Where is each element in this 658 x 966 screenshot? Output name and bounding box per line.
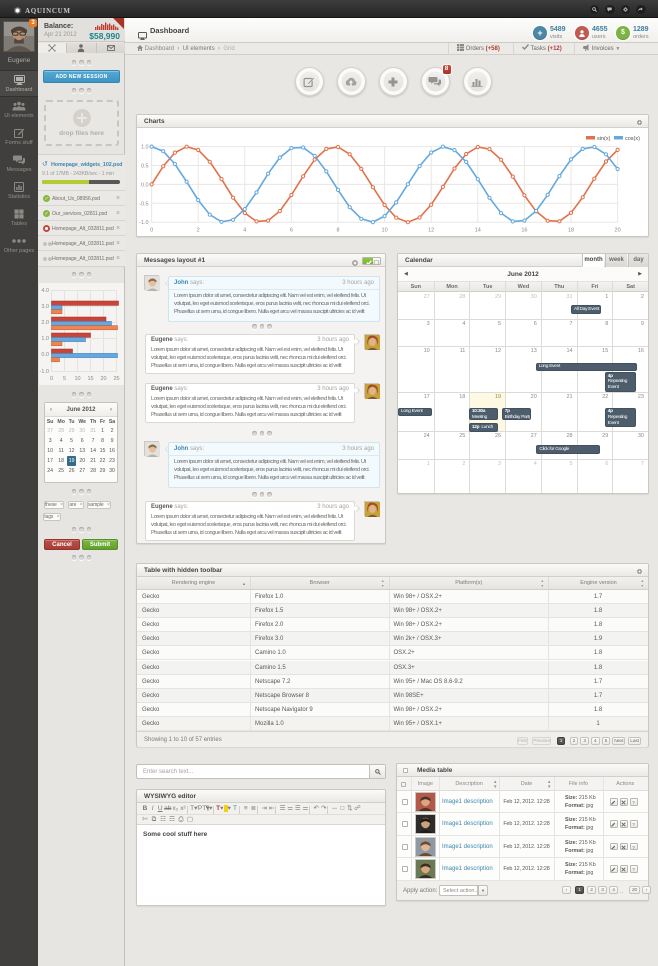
svg-text:cos(x): cos(x) bbox=[625, 136, 640, 142]
svg-text:6: 6 bbox=[290, 228, 293, 234]
svg-text:18: 18 bbox=[568, 228, 574, 234]
svg-text:?: ? bbox=[632, 823, 635, 828]
svg-text:8: 8 bbox=[336, 228, 339, 234]
svg-text:10: 10 bbox=[74, 376, 80, 382]
svg-text:1.0: 1.0 bbox=[41, 336, 49, 342]
svg-text:4: 4 bbox=[243, 228, 246, 234]
svg-text:-1.0: -1.0 bbox=[139, 220, 148, 226]
svg-text:14: 14 bbox=[475, 228, 481, 234]
svg-text:0.5: 0.5 bbox=[141, 164, 149, 170]
svg-text:20: 20 bbox=[100, 376, 106, 382]
svg-text:16: 16 bbox=[521, 228, 527, 234]
svg-text:2.0: 2.0 bbox=[41, 320, 49, 326]
svg-text:sin(x): sin(x) bbox=[597, 136, 611, 142]
svg-text:2: 2 bbox=[197, 228, 200, 234]
svg-text:0.0: 0.0 bbox=[141, 182, 149, 188]
svg-text:0: 0 bbox=[150, 228, 153, 234]
svg-text:?: ? bbox=[632, 845, 635, 850]
svg-text:0.0: 0.0 bbox=[41, 352, 49, 358]
svg-text:12: 12 bbox=[428, 228, 434, 234]
svg-text:?: ? bbox=[632, 867, 635, 872]
svg-text:5: 5 bbox=[63, 376, 66, 382]
svg-text:4.0: 4.0 bbox=[41, 288, 49, 294]
svg-text:15: 15 bbox=[87, 376, 93, 382]
svg-text:1.0: 1.0 bbox=[141, 145, 149, 151]
svg-text:-1.0: -1.0 bbox=[40, 369, 49, 375]
svg-text:10: 10 bbox=[382, 228, 388, 234]
svg-text:3.0: 3.0 bbox=[41, 304, 49, 310]
svg-text:0: 0 bbox=[50, 376, 53, 382]
svg-text:25: 25 bbox=[113, 376, 119, 382]
svg-text:-0.5: -0.5 bbox=[139, 201, 148, 207]
svg-text:20: 20 bbox=[615, 228, 621, 234]
svg-text:?: ? bbox=[632, 800, 635, 805]
